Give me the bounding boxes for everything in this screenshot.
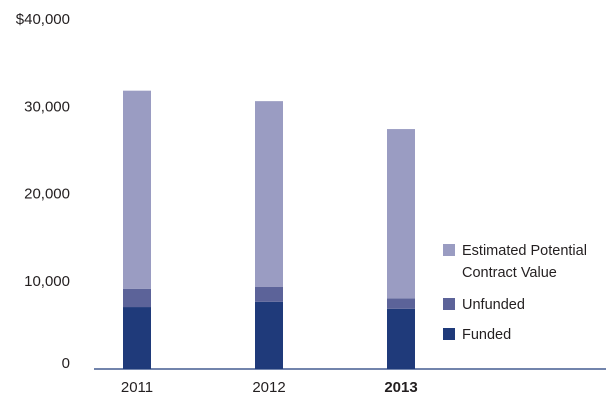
bar-stacks (123, 90, 415, 369)
y-tick-label: 0 (62, 355, 70, 372)
y-tick-label: 10,000 (24, 273, 70, 290)
bar-segment (123, 90, 151, 289)
bar-segment (387, 308, 415, 369)
bar-segment (387, 298, 415, 309)
legend-label: Contract Value (462, 265, 557, 281)
legend-label: Estimated Potential (462, 243, 587, 259)
bar-segment (123, 307, 151, 369)
bar-segment (255, 101, 283, 287)
bar-segment (255, 286, 283, 302)
y-tick-label: $40,000 (16, 11, 70, 28)
x-axis-labels: 2011 2012 2013 (121, 379, 418, 396)
y-tick-label: 30,000 (24, 98, 70, 115)
legend-label: Unfunded (462, 297, 525, 313)
legend-swatch (443, 328, 455, 340)
legend-swatch (443, 244, 455, 256)
x-tick-label: 2012 (252, 379, 285, 396)
x-tick-label: 2011 (121, 379, 153, 396)
bar-segment (123, 288, 151, 308)
y-tick-label: 20,000 (24, 186, 70, 203)
bar-segment (387, 129, 415, 299)
y-axis-labels: 0 10,000 20,000 30,000 $40,000 (16, 11, 70, 372)
legend-label: Funded (462, 327, 511, 343)
x-tick-label: 2013 (384, 379, 417, 396)
bar-segment (255, 301, 283, 369)
legend-swatch (443, 298, 455, 310)
legend: Estimated Potential Contract Value Unfunde… (443, 243, 587, 343)
